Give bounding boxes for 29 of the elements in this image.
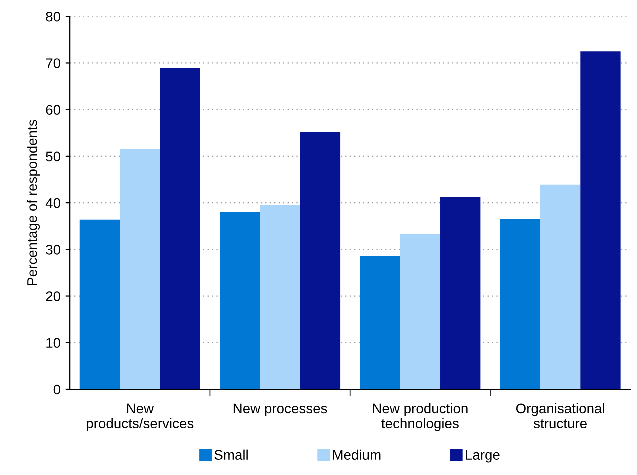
y-tick-label: 20 [46, 292, 60, 302]
bar [160, 68, 200, 390]
y-tick-label: 10 [46, 338, 60, 348]
y-axis-title: Percentage of respondents [27, 120, 40, 286]
bar [260, 205, 300, 390]
y-tick-label: 0 [54, 384, 60, 395]
x-tick-label: New products/services [87, 404, 194, 432]
x-tick-label: New processes [234, 404, 328, 416]
y-tick-label: 60 [46, 105, 60, 116]
x-tick-label: Organisational structure [516, 403, 604, 429]
bar [80, 220, 120, 390]
y-tick-label: 40 [46, 198, 60, 208]
bar [300, 132, 341, 390]
bar [400, 234, 441, 390]
bar [540, 184, 581, 390]
bar [580, 52, 621, 390]
x-tick-label: New production technologies [373, 403, 468, 432]
y-tick-label: 50 [46, 152, 60, 162]
bar [220, 212, 260, 390]
bar [500, 219, 540, 390]
bar [120, 149, 160, 390]
bar [360, 256, 400, 390]
y-tick-label: 70 [46, 58, 60, 68]
bar [440, 197, 481, 390]
legend-label: Large [466, 450, 500, 463]
legend-label: Medium [333, 450, 381, 460]
y-tick-label: 30 [46, 245, 60, 255]
y-tick-label: 80 [46, 12, 60, 22]
legend-label: Small [214, 450, 248, 460]
